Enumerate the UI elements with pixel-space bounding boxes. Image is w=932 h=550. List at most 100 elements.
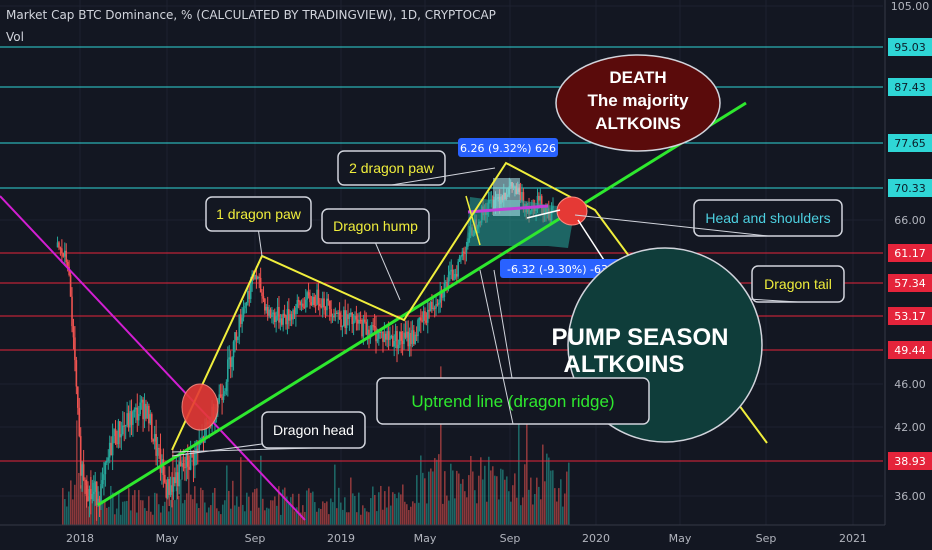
candle-body — [100, 484, 102, 505]
candle-body — [333, 315, 335, 318]
y-tick-label: 36.00 — [894, 490, 926, 503]
x-tick-label: Sep — [500, 532, 521, 545]
candle-body — [261, 292, 263, 297]
candle-body — [103, 474, 105, 481]
candle-body — [330, 309, 332, 317]
y-tick-label: 42.00 — [894, 421, 926, 434]
volume-bar — [272, 500, 274, 525]
volume-bar — [428, 471, 430, 525]
candle-body — [178, 461, 180, 487]
volume-bar — [530, 477, 532, 525]
candle-body — [81, 464, 83, 476]
volume-bar — [556, 501, 558, 525]
volume-bar — [306, 490, 308, 525]
volume-bar — [486, 501, 488, 525]
volume-bar — [500, 468, 502, 525]
volume-bar — [410, 506, 412, 525]
candle-body — [169, 485, 172, 495]
volume-bar — [392, 492, 394, 525]
candle-body — [431, 301, 433, 309]
volume-bar — [152, 514, 154, 525]
callout-5: Dragon hump — [321, 208, 430, 301]
candle-body — [259, 277, 262, 293]
volume-bar — [404, 501, 406, 525]
y-tick-label: 46.00 — [894, 378, 926, 391]
breakdown-marker — [556, 196, 588, 226]
candle-body — [397, 344, 400, 349]
callout-pointer — [171, 447, 314, 453]
candle-body — [357, 319, 359, 324]
candle-body — [130, 411, 133, 425]
callout-text: 1 dragon paw — [216, 206, 302, 222]
volume-bar — [340, 502, 342, 525]
volume-bar — [324, 503, 326, 525]
measure-label-down: -6.32 (-9.30%) -632 — [500, 259, 622, 278]
volume-bar — [144, 508, 146, 525]
death-ellipse: DEATH The majority ALTKOINS — [555, 54, 721, 152]
candle-body — [119, 421, 121, 438]
candle-body — [258, 276, 261, 278]
death-line-1: DEATH — [609, 68, 666, 87]
volume-bar — [74, 484, 76, 525]
candle-body — [408, 333, 411, 347]
y-tick-label: 70.33 — [894, 182, 926, 195]
candle-body — [429, 301, 432, 312]
volume-bar — [158, 504, 160, 525]
candle-body — [300, 303, 303, 306]
candle-body — [117, 421, 120, 444]
volume-bar — [182, 503, 184, 525]
volume-bar — [280, 514, 282, 525]
candle-body — [159, 448, 162, 473]
volume-bar — [472, 471, 474, 525]
volume-bar — [188, 461, 190, 525]
candle-body — [273, 312, 276, 323]
volume-bar — [300, 512, 302, 525]
candle-body — [65, 250, 68, 262]
candle-body — [149, 414, 152, 424]
candle-body — [389, 337, 391, 340]
volume-bar — [312, 491, 314, 525]
volume-bar — [240, 457, 242, 525]
dragon-head-pointer-2 — [171, 443, 263, 457]
volume-bar — [322, 501, 324, 525]
candle-body — [317, 289, 320, 304]
candle-body — [371, 325, 373, 334]
candle-body — [400, 331, 402, 341]
volume-bar — [442, 503, 444, 525]
y-tick-badge — [888, 307, 932, 325]
candle-body — [296, 300, 299, 308]
volume-bar — [206, 512, 208, 525]
candle-body — [114, 429, 117, 444]
volume-bar — [238, 506, 240, 525]
candle-body — [158, 447, 160, 449]
candle-body — [98, 498, 101, 505]
volume-bar — [390, 505, 392, 525]
candle-body — [120, 434, 123, 438]
measure-label-bg — [500, 259, 622, 278]
volume-bar — [462, 479, 464, 525]
y-axis: 105.00 95.03 87.43 77.65 70.33 66.00 61.17 57.3… — [884, 0, 932, 550]
candle-body — [421, 320, 423, 322]
volume-bar — [432, 471, 434, 525]
candle-body — [87, 496, 89, 501]
volume-bar — [512, 485, 514, 525]
volume-bar — [362, 505, 364, 525]
candle-body — [245, 302, 248, 306]
volume-bar — [260, 455, 262, 525]
candle-body — [373, 326, 376, 328]
callout-7: Dragon tail — [679, 265, 845, 303]
x-tick-label: 2021 — [839, 532, 867, 545]
y-tick-badge — [888, 452, 932, 470]
candle-body — [350, 312, 352, 315]
volume-bar — [194, 486, 196, 525]
volume-bar — [138, 490, 140, 525]
y-tick-badge — [888, 341, 932, 359]
candle-body — [279, 318, 282, 323]
candle-body — [304, 299, 307, 308]
volume-bar — [516, 497, 518, 525]
x-tick-label: 2020 — [582, 532, 610, 545]
candle-body — [275, 316, 277, 323]
volume-bar — [422, 472, 424, 525]
callout-pointer — [375, 242, 401, 301]
